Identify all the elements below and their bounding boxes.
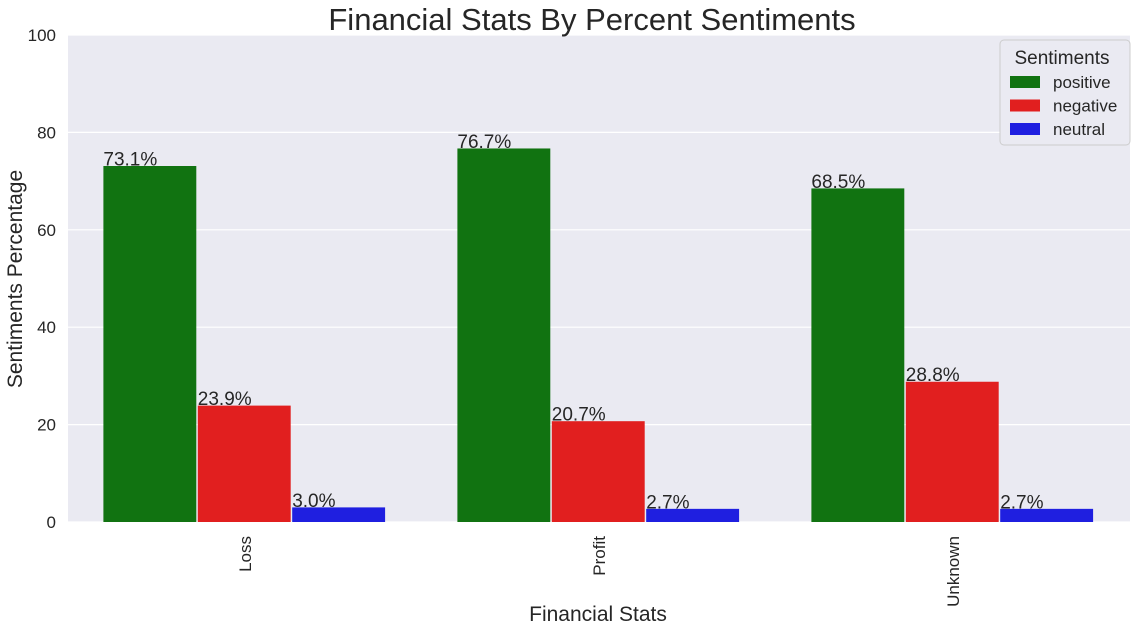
legend-label-neutral: neutral bbox=[1053, 120, 1105, 139]
x-tick-label: Loss bbox=[236, 536, 255, 572]
x-axis-label: Financial Stats bbox=[529, 603, 667, 626]
y-tick-label: 100 bbox=[28, 26, 56, 45]
bar-neutral-unknown bbox=[1000, 508, 1094, 522]
legend-items: positive negative neutral bbox=[1010, 73, 1117, 139]
bar-negative-loss bbox=[197, 405, 291, 522]
legend-box bbox=[999, 39, 1131, 146]
y-axis-ticks: 0 20 40 60 80 100 bbox=[28, 26, 56, 532]
bar-data-label: 28.8% bbox=[906, 365, 960, 386]
y-tick-label: 20 bbox=[37, 416, 56, 435]
bar-positive-profit bbox=[457, 148, 551, 522]
x-tick-label: Profit bbox=[590, 536, 609, 576]
bar-labels-group: 73.1% 23.9% 3.0% 76.7% 20.7% 2.7% 68.5% 28.8% 2.… bbox=[103, 132, 1043, 513]
y-tick-label: 60 bbox=[37, 221, 56, 240]
bar-data-label: 76.7% bbox=[457, 132, 511, 153]
bar-negative-unknown bbox=[905, 381, 999, 522]
bar-data-label: 68.5% bbox=[811, 172, 865, 193]
bar-data-label: 23.9% bbox=[198, 389, 252, 410]
bar-negative-profit bbox=[551, 421, 645, 522]
legend-label-negative: negative bbox=[1053, 97, 1117, 116]
bar-data-label: 2.7% bbox=[1000, 492, 1043, 513]
bar-data-label: 3.0% bbox=[292, 491, 335, 512]
bar-positive-loss bbox=[103, 166, 197, 523]
y-axis-label: Sentiments Percentage bbox=[4, 170, 27, 388]
legend-title: Sentiments bbox=[1014, 48, 1109, 69]
y-tick-label: 80 bbox=[37, 123, 56, 142]
legend: Sentiments positive negative neutral bbox=[999, 39, 1131, 146]
x-axis-ticks: Loss Profit Unknown bbox=[236, 536, 963, 607]
bar-neutral-loss bbox=[292, 507, 386, 522]
y-tick-label: 0 bbox=[47, 513, 56, 532]
bars-group bbox=[103, 148, 1094, 523]
chart-title: Financial Stats By Percent Sentiments bbox=[328, 2, 855, 37]
bar-neutral-profit bbox=[646, 508, 740, 522]
bar-data-label: 73.1% bbox=[103, 150, 157, 171]
legend-swatch-positive bbox=[1010, 76, 1040, 88]
bar-data-label: 20.7% bbox=[552, 405, 606, 426]
bar-data-label: 2.7% bbox=[646, 492, 689, 513]
legend-label-positive: positive bbox=[1053, 73, 1111, 92]
legend-swatch-neutral bbox=[1010, 123, 1040, 135]
y-tick-label: 40 bbox=[37, 318, 56, 337]
legend-swatch-negative bbox=[1010, 99, 1040, 112]
x-tick-label: Unknown bbox=[944, 536, 963, 607]
bar-positive-unknown bbox=[811, 188, 905, 522]
